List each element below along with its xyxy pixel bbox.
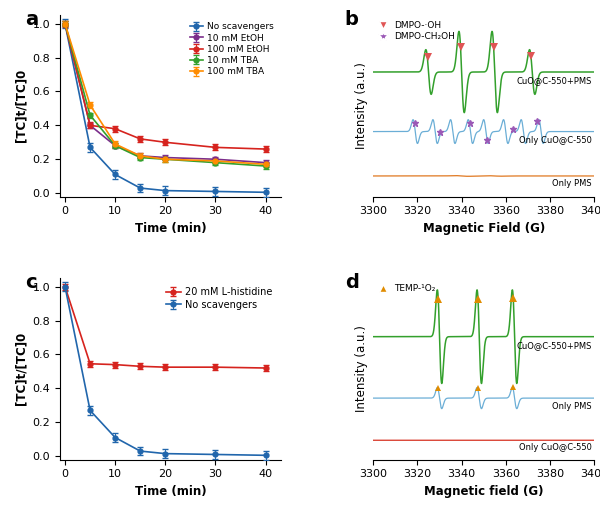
Text: Only CuO@C-550: Only CuO@C-550 <box>519 136 592 145</box>
Text: Only PMS: Only PMS <box>552 401 592 411</box>
Legend: DMPO-·OH, DMPO-CH₂OH: DMPO-·OH, DMPO-CH₂OH <box>378 20 457 43</box>
Text: b: b <box>344 10 359 29</box>
Text: Only PMS: Only PMS <box>552 179 592 188</box>
Legend: TEMP-¹O₂: TEMP-¹O₂ <box>378 283 437 295</box>
X-axis label: Magnetic Field (G): Magnetic Field (G) <box>422 222 545 235</box>
X-axis label: Magnetic field (G): Magnetic field (G) <box>424 485 544 498</box>
Y-axis label: Intensity (a.u.): Intensity (a.u.) <box>355 63 368 149</box>
Text: a: a <box>25 10 38 29</box>
Text: c: c <box>25 273 37 292</box>
Text: CuO@C-550+PMS: CuO@C-550+PMS <box>517 76 592 85</box>
X-axis label: Time (min): Time (min) <box>134 485 206 498</box>
Y-axis label: [TC]t/[TC]0: [TC]t/[TC]0 <box>14 332 27 406</box>
Text: Only CuO@C-550: Only CuO@C-550 <box>519 442 592 451</box>
Legend: 20 mM L-histidine, No scavengers: 20 mM L-histidine, No scavengers <box>162 283 276 314</box>
Y-axis label: Intensity (a.u.): Intensity (a.u.) <box>355 325 368 412</box>
Text: CuO@C-550+PMS: CuO@C-550+PMS <box>517 341 592 350</box>
Y-axis label: [TC]t/[TC]0: [TC]t/[TC]0 <box>14 69 27 142</box>
Text: d: d <box>344 273 359 292</box>
X-axis label: Time (min): Time (min) <box>134 222 206 235</box>
Legend: No scavengers, 10 mM EtOH, 100 mM EtOH, 10 mM TBA, 100 mM TBA: No scavengers, 10 mM EtOH, 100 mM EtOH, … <box>187 20 276 79</box>
